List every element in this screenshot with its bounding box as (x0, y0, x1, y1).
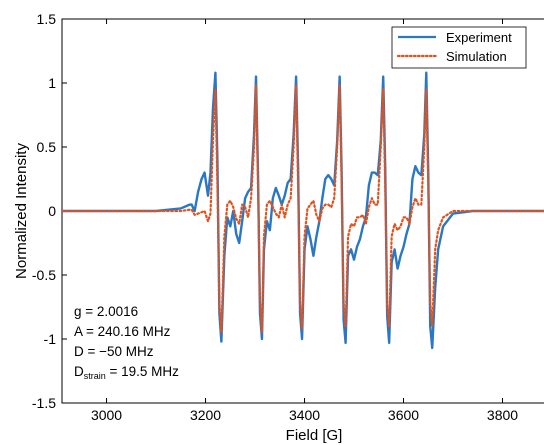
y-axis-title: Normalized Intensity (13, 143, 30, 279)
x-tick-label: 3400 (289, 407, 320, 423)
param-d-strain-base: D (74, 364, 84, 379)
param-d-strain: Dstrain = 19.5 MHz (74, 364, 179, 381)
y-tick-label: -1 (44, 331, 57, 347)
param-a: A = 240.16 MHz (74, 324, 171, 339)
x-tick-label: 3600 (388, 407, 419, 423)
y-tick-label: 1.5 (37, 11, 57, 27)
y-tick-label: 0 (48, 203, 56, 219)
fit-parameters: g = 2.0016 A = 240.16 MHz D = −50 MHz Ds… (74, 304, 179, 381)
x-axis-title: Field [G] (286, 427, 343, 444)
x-tick-label: 3000 (91, 407, 122, 423)
series-line-simulation (62, 84, 544, 334)
y-tick-label: 0.5 (37, 139, 57, 155)
param-d-strain-sub: strain (84, 371, 106, 381)
y-axis-ticks: -1.5 -1 -0.5 0 0.5 1 1.5 (32, 11, 67, 411)
legend-experiment-label: Experiment (446, 30, 512, 45)
legend-simulation-label: Simulation (446, 49, 507, 64)
series-line-experiment (62, 71, 544, 350)
y-tick-label: 1 (48, 75, 56, 91)
x-axis-ticks: 3000 3200 3400 3600 3800 (91, 19, 518, 423)
legend-box (391, 26, 527, 69)
series-lines (62, 71, 544, 350)
param-d-strain-value: = 19.5 MHz (106, 364, 179, 379)
x-tick-label: 3200 (190, 407, 221, 423)
y-tick-label: -0.5 (32, 267, 56, 283)
param-g: g = 2.0016 (74, 304, 138, 319)
y-tick-label: -1.5 (32, 395, 56, 411)
legend: Experiment Simulation (391, 26, 527, 69)
x-tick-label: 3800 (487, 407, 518, 423)
param-d: D = −50 MHz (74, 344, 154, 359)
